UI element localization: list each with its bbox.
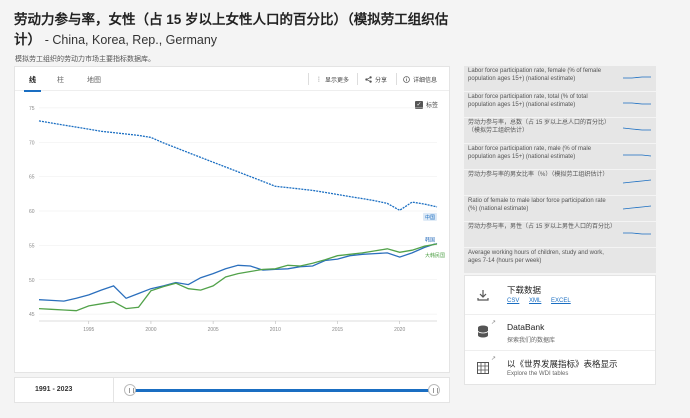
source-note: 模拟劳工组织的劳动力市场主要指标数据库。: [15, 56, 155, 63]
range-end-handle[interactable]: [428, 384, 440, 396]
download-icon: [477, 290, 489, 301]
x-tick-label: 2020: [394, 327, 405, 333]
related-indicator-item[interactable]: Labor force participation rate, female (…: [464, 66, 656, 91]
sparkline-icon: [622, 179, 652, 184]
related-indicator-item[interactable]: Average working hours of children, study…: [464, 248, 656, 273]
series-line: [38, 242, 438, 302]
sparkline-icon: [622, 205, 652, 210]
checkbox-checked-icon[interactable]: ✓: [415, 100, 423, 109]
related-indicator-label: 劳动力参与率的男女比率（%）（模拟劳工组织估计）: [468, 172, 609, 178]
tab-bar[interactable]: 柱: [57, 77, 64, 84]
page-title-text: 劳动力参与率，女性（占 15 岁以上女性人口的百分比）（模拟劳工组织估计）: [14, 12, 449, 47]
share-label: 分享: [375, 77, 388, 84]
related-indicator-item[interactable]: 劳动力参与率，男性（占 15 岁以上男性人口的百分比）: [464, 222, 656, 247]
more-vertical-icon: ⋮: [316, 76, 322, 83]
download-data-section: 下载数据 CSV XML EXCEL: [465, 276, 655, 314]
y-tick-label: 60: [29, 209, 35, 215]
database-icon: [477, 325, 489, 338]
related-indicator-item[interactable]: Labor force participation rate, total (%…: [464, 92, 656, 117]
page-subtitle: - China, Korea, Rep., Germany: [44, 33, 218, 47]
x-tick-label: 2000: [145, 327, 156, 333]
year-range-label: 1991 - 2023: [35, 386, 73, 393]
line-chart: 45 50 55 60 65 70 75 1995 2000 2005 2010 2015 2020 中国…: [29, 106, 445, 333]
download-title: 下载数据: [507, 285, 542, 295]
download-xml-link[interactable]: XML: [529, 298, 542, 304]
series-label: 中国: [425, 214, 435, 221]
show-more-label: 显示更多: [325, 77, 350, 84]
info-icon: [403, 75, 410, 83]
related-indicator-label: Ratio of female to male labor force part…: [468, 198, 606, 212]
page-title: 劳动力参与率，女性（占 15 岁以上女性人口的百分比）（模拟劳工组织估计） - …: [14, 10, 464, 50]
wdi-tables-section[interactable]: ↗ 以《世界发展指标》表格显示 Explore the WDI tables: [465, 350, 655, 386]
range-divider: [113, 378, 114, 402]
related-indicators: Labor force participation rate, female (…: [464, 66, 656, 274]
download-links: CSV XML EXCEL: [507, 298, 579, 304]
series-label-box: [423, 251, 445, 259]
labels-toggle[interactable]: ✓ 标签: [415, 100, 438, 109]
download-panel: 下载数据 CSV XML EXCEL ↗ DataBank 探索我们的数据库 ↗…: [464, 275, 656, 385]
y-tick-label: 45: [29, 312, 35, 318]
download-excel-link[interactable]: EXCEL: [551, 298, 571, 304]
series-line: [38, 120, 438, 212]
share-icon: [365, 75, 372, 83]
series-line: [38, 243, 438, 312]
x-tick-label: 2005: [208, 327, 219, 333]
series-label: 大韩民国: [425, 252, 445, 259]
series-label-box: [423, 235, 437, 244]
related-indicator-item[interactable]: 劳动力参与率，总数（占 15 岁以上总人口的百分比）（模拟劳工组织估计）: [464, 118, 656, 143]
related-indicator-label: 劳动力参与率，总数（占 15 岁以上总人口的百分比）（模拟劳工组织估计）: [468, 120, 611, 134]
sparkline-icon: [623, 76, 651, 79]
sparkline-icon: [623, 232, 651, 235]
databank-title: DataBank: [507, 322, 545, 332]
chart-panel: 线 柱 地图 ⋮ 显示更多 分享 详细信息 ✓ 标签 45 50 55 60 65 70 7…: [14, 66, 450, 373]
databank-subtitle: 探索我们的数据库: [507, 338, 556, 344]
toolbar-divider: [308, 73, 309, 85]
external-link-icon: ↗: [491, 356, 497, 362]
y-tick-label: 70: [29, 140, 35, 146]
x-tick-label: 2010: [270, 327, 281, 333]
related-indicator-label: Labor force participation rate, female (…: [468, 68, 602, 82]
sparkline-icon: [622, 127, 651, 131]
toolbar-divider: [396, 73, 397, 85]
y-tick-label: 75: [29, 106, 35, 112]
share-button[interactable]: 分享: [361, 72, 391, 86]
table-icon: [477, 362, 489, 374]
details-label: 详细信息: [413, 77, 438, 84]
sparkline-icon: [623, 102, 651, 105]
wdi-title: 以《世界发展指标》表格显示: [507, 359, 618, 369]
related-indicator-label: Labor force participation rate, male (% …: [468, 146, 592, 160]
toolbar-divider: [357, 73, 358, 85]
series-label: 韩国: [425, 236, 435, 243]
sparkline-icon: [623, 154, 652, 157]
related-indicator-item[interactable]: Ratio of female to male labor force part…: [464, 196, 656, 221]
y-tick-label: 55: [29, 243, 35, 249]
range-track[interactable]: [131, 389, 437, 392]
range-start-handle[interactable]: [124, 384, 136, 396]
labels-toggle-label: 标签: [426, 103, 439, 109]
related-indicator-item[interactable]: 劳动力参与率的男女比率（%）（模拟劳工组织估计）: [464, 170, 656, 195]
databank-section[interactable]: ↗ DataBank 探索我们的数据库: [465, 314, 655, 350]
series-label-box: [423, 212, 437, 221]
chart-tabs: 线 柱 地图 ⋮ 显示更多 分享 详细信息: [15, 67, 449, 92]
related-indicator-label: 劳动力参与率，男性（占 15 岁以上男性人口的百分比）: [468, 224, 617, 230]
year-range-slider: 1991 - 2023: [14, 377, 450, 403]
y-tick-label: 65: [29, 175, 35, 181]
download-csv-link[interactable]: CSV: [507, 298, 520, 304]
x-tick-label: 2015: [332, 327, 343, 333]
tab-map[interactable]: 地图: [87, 77, 101, 84]
x-tick-label: 1995: [83, 327, 94, 333]
details-button[interactable]: 详细信息: [399, 72, 441, 86]
related-indicator-item[interactable]: Labor force participation rate, male (% …: [464, 144, 656, 169]
related-indicator-label: Labor force participation rate, total (%…: [468, 94, 588, 108]
external-link-icon: ↗: [491, 320, 497, 326]
show-more-button[interactable]: ⋮ 显示更多: [312, 72, 353, 86]
wdi-subtitle: Explore the WDI tables: [507, 371, 569, 377]
related-indicator-label: Average working hours of children, study…: [468, 250, 604, 264]
tab-line[interactable]: 线: [24, 77, 41, 92]
y-tick-label: 50: [29, 278, 35, 284]
